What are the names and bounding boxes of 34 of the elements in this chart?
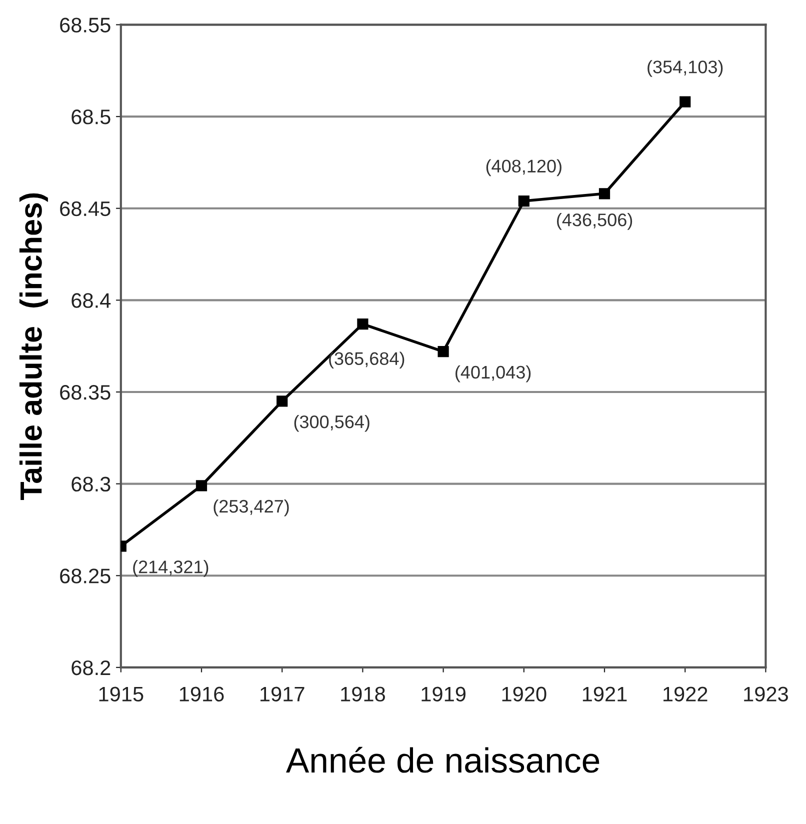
annotation: (214,321) bbox=[133, 560, 208, 577]
y-axis-title: Taille adulte (inches) bbox=[19, 193, 48, 500]
annotation: (401,043) bbox=[456, 365, 531, 382]
point bbox=[276, 396, 288, 407]
point bbox=[438, 346, 449, 358]
x-tick-label: 1915 bbox=[99, 686, 144, 702]
x-tick-label: 1919 bbox=[422, 686, 466, 702]
point bbox=[598, 188, 610, 200]
point bbox=[518, 195, 530, 207]
x-tick-label: 1923 bbox=[744, 686, 788, 702]
point bbox=[680, 96, 691, 108]
annotation: (300,564) bbox=[294, 414, 370, 432]
point bbox=[357, 318, 368, 330]
annotation: (436,506) bbox=[557, 213, 632, 230]
x-axis-title: Année de naissance bbox=[286, 746, 600, 773]
x-tick-label: 1921 bbox=[582, 686, 627, 702]
x-tick-label: 1922 bbox=[664, 686, 708, 702]
y-tick-label: 68.2 bbox=[72, 660, 110, 676]
y-tick-label: 68.55 bbox=[60, 18, 110, 32]
annotation: (408,120) bbox=[486, 159, 562, 176]
annotation: (365,684) bbox=[329, 352, 404, 369]
x-tick-label: 1918 bbox=[341, 686, 385, 702]
y-tick-label: 68.5 bbox=[72, 110, 110, 124]
annotation: (354,103) bbox=[648, 60, 723, 77]
y-tick-label: 68.45 bbox=[60, 201, 110, 216]
y-tick-label: 68.3 bbox=[72, 476, 110, 492]
y-tick-label: 68.4 bbox=[72, 293, 111, 308]
annotation: (253,427) bbox=[214, 499, 289, 516]
x-tick-label: 1920 bbox=[502, 686, 546, 702]
y-tick-label: 68.35 bbox=[60, 384, 110, 400]
y-tick-label: 68.25 bbox=[60, 568, 110, 584]
x-tick-label: 1917 bbox=[260, 686, 304, 702]
x-tick-label: 1916 bbox=[180, 686, 224, 702]
point bbox=[196, 480, 208, 492]
